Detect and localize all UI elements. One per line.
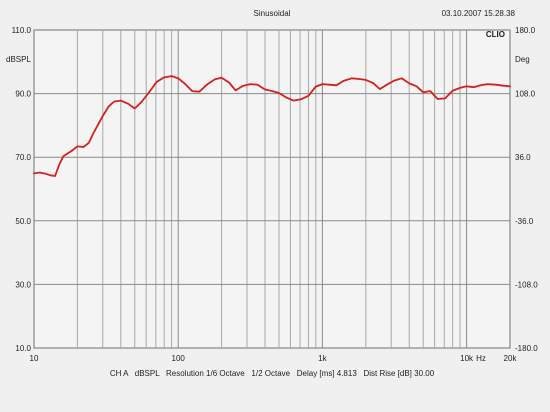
y-tick-label: 30.0 [15, 280, 31, 289]
y-tick-labels: 10.0 30.0 50.0 70.0 90.0 110.0 [12, 26, 32, 353]
y2-tick-label: 180.0 [515, 26, 536, 35]
x-tick-label: 100 [172, 354, 186, 363]
brand-logo: CLIO [486, 30, 505, 39]
series-layer [33, 75, 511, 177]
x-tick-label: 20k [504, 354, 518, 363]
x-tick-label: 1k [318, 354, 327, 363]
y2-tick-label: 36.0 [515, 153, 531, 162]
x-unit-label: Hz [476, 354, 486, 363]
chart-title: Sinusoidal [254, 9, 291, 18]
y2-tick-label: -180.0 [515, 344, 538, 353]
footer-info: CH A dBSPL Resolution 1/6 Octave 1/2 Oct… [110, 369, 435, 378]
x-tick-label: 10 [30, 354, 39, 363]
y-tick-label: 70.0 [15, 153, 31, 162]
series-line [33, 75, 511, 177]
y-tick-label: 90.0 [15, 90, 31, 99]
y2-tick-label: 108.0 [515, 90, 536, 99]
x-tick-labels: 10 100 1k 10k 20k [30, 354, 518, 363]
y2-tick-label: -36.0 [515, 217, 534, 226]
y2-tick-labels: -180.0 -108.0 -36.0 36.0 108.0 180.0 [515, 26, 538, 353]
plot-area [33, 29, 511, 349]
y-tick-label: 10.0 [15, 344, 31, 353]
y2-axis-label: Deg [515, 55, 530, 64]
date-time: 03.10.2007 15.28.38 [442, 9, 516, 18]
y-axis-label: dBSPL [6, 55, 31, 64]
x-tick-label: 10k [460, 354, 474, 363]
y-tick-label: 50.0 [15, 217, 31, 226]
y-tick-label: 110.0 [12, 26, 32, 35]
y2-tick-label: -108.0 [515, 280, 538, 289]
